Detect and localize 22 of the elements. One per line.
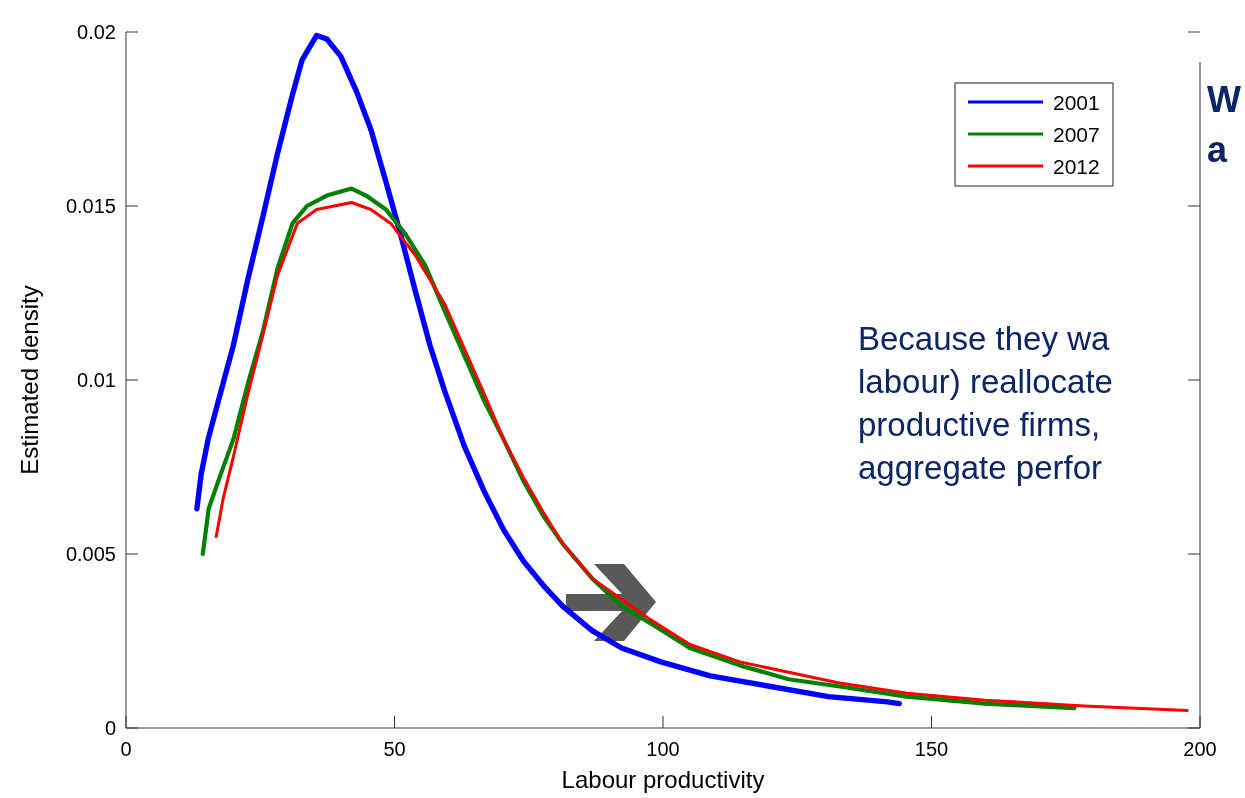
- legend-label: 2012: [1053, 155, 1100, 178]
- y-tick-label: 0: [104, 717, 116, 739]
- y-tick-label: 0.015: [65, 195, 116, 217]
- legend-label: 2001: [1053, 91, 1100, 114]
- legend-label: 2007: [1053, 123, 1100, 146]
- annotation: productive firms,: [858, 406, 1101, 443]
- y-tick-label: 0.01: [77, 369, 116, 391]
- x-tick-label: 0: [120, 738, 132, 760]
- y-axis-title: Estimated density: [16, 285, 43, 475]
- x-tick-label: 150: [914, 738, 949, 760]
- y-tick-label: 0.02: [77, 21, 116, 43]
- annotation: aggregate perfor: [858, 449, 1103, 486]
- annotation: Because they wa: [858, 320, 1110, 357]
- text: a: [1207, 129, 1228, 170]
- x-axis-title: Labour productivity: [561, 766, 765, 793]
- x-tick-label: 50: [383, 738, 406, 760]
- line-series: [214, 201, 1189, 713]
- y-tick-label: 0.005: [65, 543, 116, 565]
- x-tick-label: 200: [1183, 738, 1217, 760]
- text: W: [1207, 79, 1241, 120]
- x-tick-label: 100: [646, 738, 680, 760]
- annotation: labour) reallocate: [858, 363, 1113, 400]
